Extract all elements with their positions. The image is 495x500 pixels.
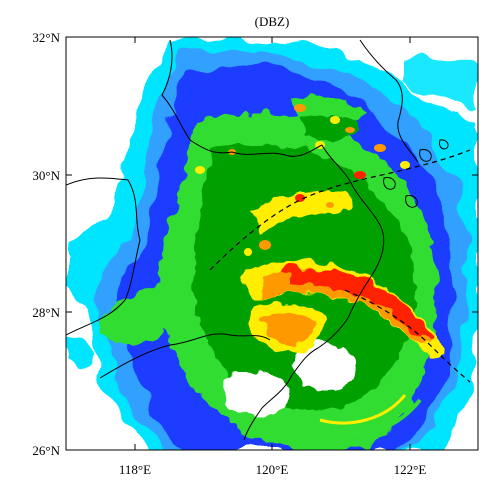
coastline-north xyxy=(359,39,419,163)
convective-cell xyxy=(330,116,340,124)
convective-cell xyxy=(345,127,355,133)
lon-label-122: 122°E xyxy=(394,462,427,477)
coastline-islands xyxy=(439,139,449,150)
map-title: (DBZ) xyxy=(255,14,290,29)
lon-label-118: 118°E xyxy=(119,462,151,477)
convective-cell xyxy=(326,202,334,208)
reflectivity-cyan-wisp-west xyxy=(66,333,96,368)
map-borders xyxy=(66,39,449,441)
axis-ticks xyxy=(66,36,478,451)
lat-label-28: 28°N xyxy=(32,305,60,320)
reflectivity-orange-rainband xyxy=(260,268,430,344)
lat-label-26: 26°N xyxy=(32,443,60,458)
coastline xyxy=(243,144,385,441)
reflectivity-orange-inner xyxy=(262,313,315,344)
province-border-south xyxy=(99,333,271,379)
convective-cells xyxy=(195,104,410,256)
rainband-axis-line xyxy=(209,149,471,271)
reflectivity-lightgreen-arm-west xyxy=(100,278,180,344)
convective-cell xyxy=(294,104,306,112)
convective-cell xyxy=(400,161,410,169)
reflectivity-red-northeast-cells xyxy=(280,264,302,276)
southwest-clear-area xyxy=(221,371,292,416)
convective-cell xyxy=(244,248,252,256)
convective-cell xyxy=(259,240,271,250)
reflectivity-field xyxy=(66,38,478,450)
lat-label-32: 32°N xyxy=(32,30,60,45)
coastline-islands xyxy=(383,177,396,190)
reflectivity-green-north-cells xyxy=(300,116,362,140)
rainband-axis-line xyxy=(344,289,471,383)
reflectivity-yellow-north-band xyxy=(250,190,353,232)
convective-cell xyxy=(195,166,205,174)
convective-cell xyxy=(374,144,386,152)
lon-label-120: 120°E xyxy=(256,462,289,477)
convective-cell xyxy=(354,171,366,179)
reflectivity-cyan-wisp-north xyxy=(400,56,478,110)
reflectivity-red-core-band xyxy=(290,269,432,340)
outer-spiral-arc xyxy=(319,394,407,425)
province-border-central xyxy=(231,144,323,157)
coastline-islands xyxy=(419,149,432,162)
province-border-west xyxy=(66,177,141,336)
outer-spiral-arc xyxy=(334,398,422,436)
coastline-islands xyxy=(405,195,418,208)
lat-label-30: 30°N xyxy=(32,168,60,183)
convective-cell xyxy=(295,194,305,202)
province-border-north xyxy=(161,39,233,154)
